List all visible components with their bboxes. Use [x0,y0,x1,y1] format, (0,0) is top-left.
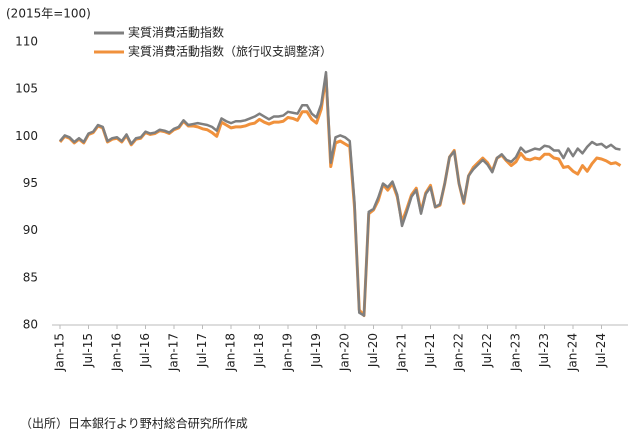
source-note: （出所）日本銀行より野村総合研究所作成 [20,416,248,431]
x-tick-label: Jul-17 [195,333,209,368]
y-tick-label: 95 [23,176,38,190]
x-tick-label: Jul-20 [366,333,380,368]
x-tick-label: Jul-22 [480,333,494,368]
x-tick-label: Jan-21 [395,333,409,372]
legend-label: 実質消費活動指数（旅行収支調整済） [128,44,332,59]
x-tick-label: Jan-18 [224,333,238,372]
y-tick-label: 105 [15,82,38,96]
y-tick-label: 80 [23,318,38,332]
data-line [59,70,621,317]
y-tick-label: 85 [23,270,38,284]
y-tick-label: 110 [15,35,38,49]
data-line [58,74,622,318]
x-tick-label: Jul-15 [81,333,95,368]
y-tick-label: 100 [15,129,38,143]
x-tick-label: Jul-24 [594,333,608,368]
legend-label: 実質消費活動指数 [128,25,224,40]
x-tick-label: Jul-18 [252,333,266,368]
x-tick-label: Jan-17 [167,333,181,372]
x-tick-label: Jan-16 [110,333,124,372]
x-tick-label: Jul-16 [138,333,152,368]
x-tick-label: Jul-19 [309,333,323,368]
x-tick-label: Jan-23 [509,333,523,372]
x-tick-label: Jul-21 [423,333,437,368]
x-tick-label: Jan-22 [452,333,466,372]
y-axis-label: (2015年=100) [6,7,91,21]
x-tick-label: Jan-19 [281,333,295,372]
x-tick-label: Jan-24 [566,333,580,372]
y-tick-label: 90 [23,223,38,237]
x-tick-label: Jan-20 [338,333,352,372]
x-tick-label: Jan-15 [53,333,67,372]
x-tick-label: Jul-23 [537,333,551,368]
